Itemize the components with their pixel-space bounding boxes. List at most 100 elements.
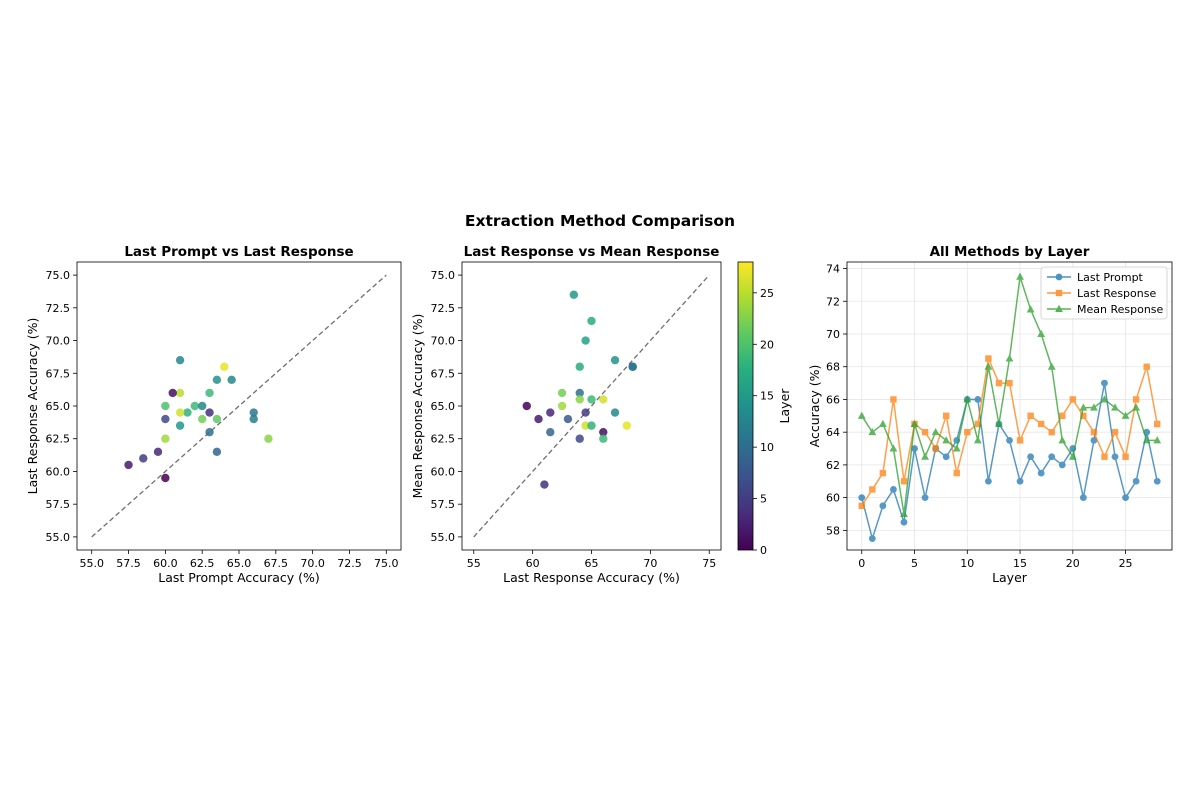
scatter-point [546,408,555,417]
axes-frame [846,261,1173,551]
scatter-point [610,408,620,417]
scatter-point [161,414,170,424]
line-marker-circle [879,502,887,510]
line-marker-triangle [1005,354,1014,362]
y-axis-label: Mean Response Accuracy (%) [410,314,425,499]
line-marker-circle [984,477,992,485]
scatter-point [581,408,590,417]
colorbar-tick-label: 15 [760,390,774,403]
scatter-point [599,427,608,437]
line-marker-circle [1006,436,1013,444]
x-tick-label: 55 [467,557,481,570]
line-marker-triangle [1058,436,1067,444]
line-marker-square [1027,412,1034,420]
line-marker-triangle [1055,304,1063,312]
line-marker-triangle [984,362,993,370]
line-marker-circle [868,535,876,542]
line-marker-triangle [857,411,866,419]
scatter-point [175,355,185,365]
scatter-point [227,375,236,385]
panel-last-prompt-vs-last-response: 55.0 57.5 60.0 62.5 65.0 67.5 70.0 72.5 75.0 55.0… [25,244,402,585]
panel-title: All Methods by Layer [930,244,1090,260]
line-marker-triangle [1016,272,1024,280]
legend-entry-swatch [1047,289,1071,297]
scatter-point [205,427,214,437]
colorbar-tick-label: 10 [760,441,774,454]
scatter-point [599,434,608,443]
legend-entry-swatch [1047,304,1071,312]
scatter-point [190,401,200,411]
line-marker-triangle [1132,403,1141,411]
line-marker-triangle [1037,329,1046,337]
y-tick-label: 67.5 [431,367,456,380]
line-marker-triangle [921,452,929,460]
scatter-point [161,401,170,411]
scatter-point [622,421,632,430]
panel-title: Last Response vs Mean Response [464,244,720,260]
y-tick-label: 57.5 [46,498,71,511]
x-tick-label: 65 [585,557,599,570]
scatter-point [563,414,573,424]
line-marker-square [900,478,908,485]
x-tick-label: 65.0 [227,557,252,570]
line-marker-square [995,379,1003,387]
line-marker-square [1016,437,1024,444]
legend-label: Last Prompt [1077,271,1144,284]
x-tick-label: 60.0 [153,557,178,570]
y-tick-label: 65.0 [431,400,456,413]
line-marker-triangle [1079,403,1088,411]
line-marker-triangle [910,419,919,427]
scatter-point [175,388,185,398]
scatter-point [581,336,590,345]
x-axis-label: Layer [992,570,1028,585]
line-marker-square [1080,412,1087,420]
scatter-point [212,447,222,457]
panel-title: Last Prompt vs Last Response [124,244,353,260]
line-marker-square [1143,363,1150,370]
x-tick-label: 70.0 [300,557,325,570]
line-marker-triangle [942,436,951,444]
legend-label: Last Response [1077,287,1156,300]
line-marker-circle [1090,436,1098,444]
line-marker-square [890,396,897,403]
colorbar-tick-label: 20 [760,338,774,351]
line-marker-triangle [963,395,972,403]
x-tick-label: 67.5 [264,557,289,570]
scatter-point [197,401,207,411]
y-tick-label: 62.5 [431,433,456,446]
line-marker-square [1111,428,1119,436]
diagonal-reference-line [473,274,710,538]
y-tick-label: 60 [826,492,840,505]
figure-title: Extraction Method Comparison [465,212,735,230]
line-marker-square [1154,420,1161,428]
scatter-point [161,434,170,443]
scatter-point [183,408,192,417]
legend-label: Mean Response [1077,303,1164,316]
line-marker-square [942,412,950,420]
x-axis-label: Last Prompt Accuracy (%) [158,570,320,585]
scatter-point [197,414,207,424]
scatter-point [205,388,214,398]
line-marker-square [1006,379,1013,387]
scatter-point [161,473,170,483]
scatter-point [249,414,258,424]
scatter-point [557,388,567,398]
colorbar-label: Layer [777,388,792,424]
y-axis-label: Last Response Accuracy (%) [25,318,40,495]
scatter-point [205,408,214,417]
scatter-point [175,421,185,430]
scatter-point [139,454,148,463]
scatter-point [575,388,584,398]
axes-frame [461,261,722,551]
scatter-point [569,290,579,299]
scatter-point [610,355,620,365]
line-marker-square [1059,412,1066,420]
line-marker-triangle [1068,452,1077,460]
scatter-point [581,421,590,430]
line-marker-square [1069,396,1077,403]
y-tick-label: 57.5 [431,498,456,511]
line-marker-triangle [878,419,887,427]
x-tick-label: 72.5 [337,557,362,570]
scatter-point [587,395,596,404]
legend-entry-swatch [1047,273,1071,281]
